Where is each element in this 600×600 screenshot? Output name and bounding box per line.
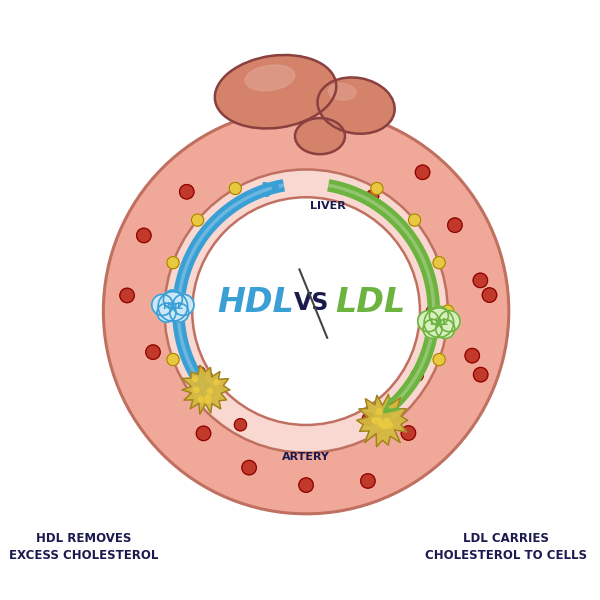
Circle shape: [376, 409, 382, 415]
Circle shape: [384, 418, 390, 424]
Circle shape: [103, 109, 509, 514]
Circle shape: [439, 311, 460, 332]
Circle shape: [167, 353, 179, 365]
Circle shape: [367, 190, 379, 202]
Circle shape: [436, 319, 455, 338]
Circle shape: [235, 419, 247, 431]
Circle shape: [465, 349, 479, 363]
Polygon shape: [182, 365, 230, 414]
Circle shape: [192, 197, 420, 425]
Circle shape: [433, 257, 445, 269]
Circle shape: [362, 413, 374, 425]
Circle shape: [411, 369, 424, 382]
Circle shape: [207, 389, 212, 394]
Text: VS: VS: [294, 291, 329, 315]
Circle shape: [137, 228, 151, 242]
Circle shape: [205, 398, 211, 403]
Circle shape: [430, 306, 448, 325]
Circle shape: [172, 305, 184, 317]
Circle shape: [424, 308, 454, 338]
Circle shape: [433, 353, 445, 365]
Circle shape: [194, 387, 199, 392]
Circle shape: [418, 311, 439, 332]
Ellipse shape: [328, 83, 356, 100]
Circle shape: [198, 397, 203, 402]
Circle shape: [382, 423, 388, 429]
Circle shape: [120, 288, 134, 302]
Ellipse shape: [295, 118, 345, 154]
Polygon shape: [357, 394, 407, 447]
Circle shape: [167, 257, 179, 269]
Circle shape: [242, 460, 256, 475]
Ellipse shape: [245, 65, 295, 91]
Circle shape: [442, 305, 454, 317]
Circle shape: [415, 165, 430, 179]
Text: LIVER: LIVER: [310, 200, 346, 211]
Circle shape: [372, 418, 378, 424]
Circle shape: [473, 367, 488, 382]
Circle shape: [361, 474, 375, 488]
Circle shape: [401, 426, 416, 440]
Circle shape: [409, 214, 421, 226]
Ellipse shape: [317, 77, 395, 134]
Circle shape: [473, 273, 488, 287]
Circle shape: [152, 295, 173, 316]
Circle shape: [170, 303, 188, 322]
Circle shape: [173, 295, 194, 316]
Text: HDL: HDL: [218, 286, 295, 319]
Circle shape: [299, 478, 313, 493]
Circle shape: [379, 421, 384, 427]
Circle shape: [146, 345, 160, 359]
Text: LDL: LDL: [335, 286, 405, 319]
Circle shape: [158, 305, 170, 317]
Circle shape: [157, 303, 176, 322]
Circle shape: [191, 214, 203, 226]
Circle shape: [205, 395, 211, 400]
Circle shape: [196, 426, 211, 440]
Circle shape: [376, 418, 382, 424]
Circle shape: [193, 367, 205, 379]
Circle shape: [229, 182, 241, 194]
Circle shape: [427, 305, 439, 317]
Circle shape: [193, 376, 197, 382]
Text: LDL: LDL: [430, 318, 448, 327]
Text: ARTERY: ARTERY: [282, 452, 330, 462]
Circle shape: [179, 185, 194, 199]
Circle shape: [423, 319, 442, 338]
Circle shape: [158, 292, 188, 321]
Circle shape: [164, 169, 448, 453]
Circle shape: [448, 218, 462, 232]
Text: HDL: HDL: [163, 302, 184, 311]
Circle shape: [214, 380, 219, 385]
Ellipse shape: [215, 55, 336, 128]
Text: LDL CARRIES
CHOLESTEROL TO CELLS: LDL CARRIES CHOLESTEROL TO CELLS: [425, 532, 587, 562]
Circle shape: [163, 290, 182, 309]
Circle shape: [371, 182, 383, 194]
Circle shape: [386, 422, 392, 428]
Circle shape: [482, 288, 497, 302]
Text: HDL REMOVES
EXCESS CHOLESTEROL: HDL REMOVES EXCESS CHOLESTEROL: [9, 532, 158, 562]
